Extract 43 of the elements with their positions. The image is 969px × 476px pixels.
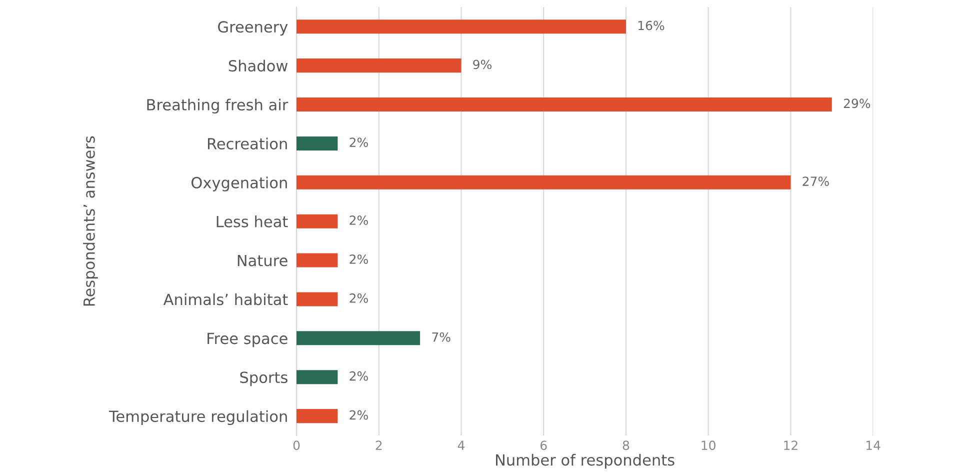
annotation: 29% — [844, 98, 870, 108]
y-tick-label: Breathing fresh air — [147, 98, 288, 114]
y-tick-label: Temperature regulation — [108, 410, 287, 426]
bar — [296, 214, 338, 228]
y-tick-label: Nature — [238, 254, 288, 266]
annotation: 7% — [432, 332, 450, 342]
y-tick-label: Sports — [240, 372, 288, 386]
x-tick-label: 12 — [784, 440, 798, 450]
x-tick-label: 8 — [622, 440, 630, 450]
annotation: 2% — [350, 410, 368, 420]
x-tick-label: 2 — [376, 440, 382, 450]
bar — [296, 58, 462, 73]
bar — [296, 370, 338, 384]
annotation: 2% — [350, 293, 368, 303]
x-tick-label: 0 — [293, 440, 300, 450]
bar — [296, 409, 338, 424]
annotation: 9% — [473, 60, 492, 70]
annotation: 27% — [802, 176, 829, 186]
y-tick-label: Animals’ habitat — [163, 293, 288, 306]
bar — [296, 253, 338, 268]
y-tick-label: Shadow — [228, 60, 288, 72]
annotation: 2% — [350, 371, 368, 381]
x-axis-title: Number of respondents — [496, 454, 674, 469]
bar — [296, 97, 832, 112]
x-tick-label: 10 — [702, 440, 716, 450]
annotation: 2% — [350, 254, 368, 264]
bar — [296, 175, 791, 190]
y-tick-label: Less heat — [216, 216, 288, 228]
annotation: 2% — [350, 216, 368, 225]
y-tick-label: Oxygenation — [192, 176, 287, 192]
bar — [296, 136, 338, 150]
y-tick-label: Free space — [208, 332, 288, 348]
bar — [296, 331, 420, 346]
y-tick-label: Recreation — [208, 138, 287, 150]
y-tick-label: Greenery — [218, 21, 288, 36]
y-axis-title: Respondents’ answers — [83, 136, 98, 306]
x-tick-label: 14 — [866, 440, 880, 450]
x-tick-label: 6 — [540, 440, 547, 450]
annotation: 2% — [350, 138, 368, 148]
x-tick-label: 4 — [458, 440, 465, 450]
annotation: 16% — [638, 20, 664, 30]
bar — [296, 292, 338, 306]
bar — [296, 20, 626, 34]
